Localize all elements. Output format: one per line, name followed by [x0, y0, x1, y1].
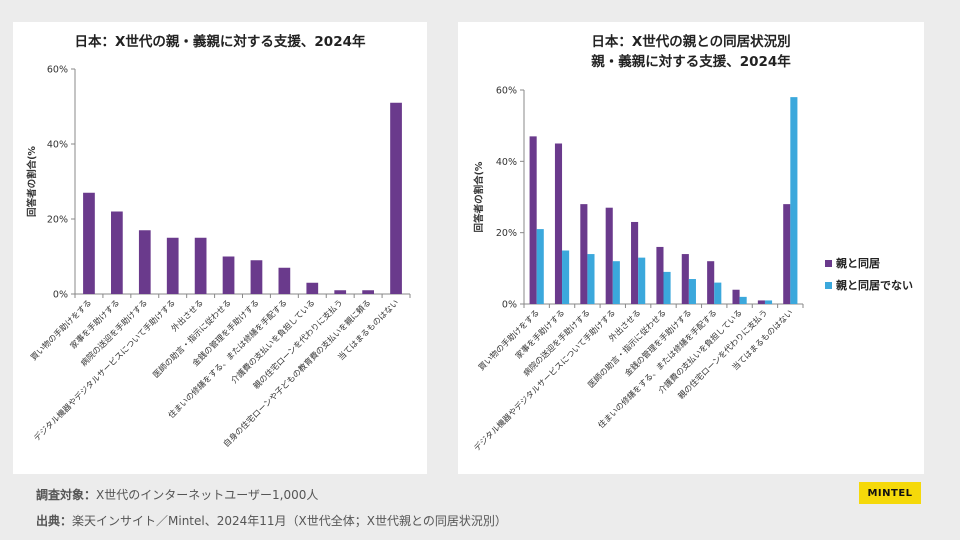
bar-not-with-parents	[764, 300, 773, 304]
chart-panel-left: 日本：X世代の親・義親に対する支援、2024年 0% 20% 40% 60% 回答者の割合…	[13, 22, 427, 474]
bar	[166, 237, 179, 294]
bar	[306, 282, 319, 294]
y-tick-label: 60%	[47, 65, 68, 76]
legend-label: 親と同居	[836, 256, 880, 270]
y-tick-label: 40%	[496, 157, 517, 168]
chart-title-line1: 日本：X世代の親との同居状況別	[591, 33, 790, 50]
bar-not-with-parents	[688, 279, 696, 304]
y-axis-title: 回答者の割合(%	[26, 146, 38, 217]
footer-target-label: 調査対象：	[36, 488, 97, 502]
bar	[278, 267, 291, 294]
bar	[250, 260, 263, 294]
bar-with-parents	[554, 143, 563, 304]
bar-not-with-parents	[739, 296, 747, 304]
y-tick-label: 40%	[47, 140, 68, 151]
bar	[334, 290, 347, 294]
chart-title: 日本：X世代の親・義親に対する支援、2024年	[75, 33, 366, 50]
y-tick-label: 20%	[47, 215, 68, 226]
bar-not-with-parents	[612, 261, 620, 304]
footer-source: 出典：楽天インサイト／Mintel、2024年11月（X世代全体；X世代親との同…	[36, 512, 507, 529]
bar-not-with-parents	[638, 257, 646, 304]
y-tick-label: 0%	[502, 300, 517, 311]
bar-not-with-parents	[714, 282, 722, 304]
bar	[83, 192, 95, 294]
bar	[111, 211, 123, 294]
bar-with-parents	[580, 204, 588, 304]
y-tick-label: 0%	[53, 290, 68, 301]
bar-not-with-parents	[562, 250, 570, 304]
bar	[222, 256, 235, 294]
legend-label: 親と同居でない	[836, 278, 913, 292]
legend-swatch	[825, 260, 832, 267]
bar	[362, 290, 374, 294]
bar	[138, 230, 151, 294]
y-tick-label: 60%	[496, 86, 517, 97]
bar-not-with-parents	[663, 271, 671, 304]
bar-with-parents	[707, 261, 715, 304]
bar-not-with-parents	[587, 254, 595, 304]
footer-target-text: X世代のインターネットユーザー1,000人	[96, 488, 319, 502]
mintel-logo: MINTEL	[859, 482, 921, 504]
footer-source-label: 出典：	[36, 514, 73, 528]
bar	[194, 237, 207, 294]
bar-with-parents	[681, 254, 689, 304]
footer-source-text: 楽天インサイト／Mintel、2024年11月（X世代全体；X世代親との同居状況…	[72, 514, 507, 528]
bar-with-parents	[529, 136, 537, 304]
bar-with-parents	[732, 289, 740, 304]
bar-with-parents	[631, 221, 639, 304]
chart-title-line2: 親・義親に対する支援、2024年	[591, 53, 791, 70]
footer-survey-target: 調査対象：X世代のインターネットユーザー1,000人	[36, 486, 318, 503]
chart-panel-right: 日本：X世代の親との同居状況別 親・義親に対する支援、2024年 0% 20% 40% 6…	[458, 22, 924, 474]
bar-with-parents	[605, 207, 613, 304]
chart-left-svg: 日本：X世代の親・義親に対する支援、2024年 0% 20% 40% 60% 回答者の割合…	[26, 33, 411, 449]
legend-swatch	[825, 282, 832, 289]
bar-with-parents	[783, 204, 791, 304]
bar-with-parents	[656, 246, 664, 304]
bar-not-with-parents	[790, 97, 798, 304]
y-axis-title: 回答者の割合(%	[473, 161, 485, 232]
bar-not-with-parents	[536, 229, 544, 304]
bar	[390, 102, 402, 294]
x-category-label: 家事を手助けする	[68, 297, 121, 350]
bar-with-parents	[757, 300, 765, 304]
y-tick-label: 20%	[496, 228, 517, 239]
